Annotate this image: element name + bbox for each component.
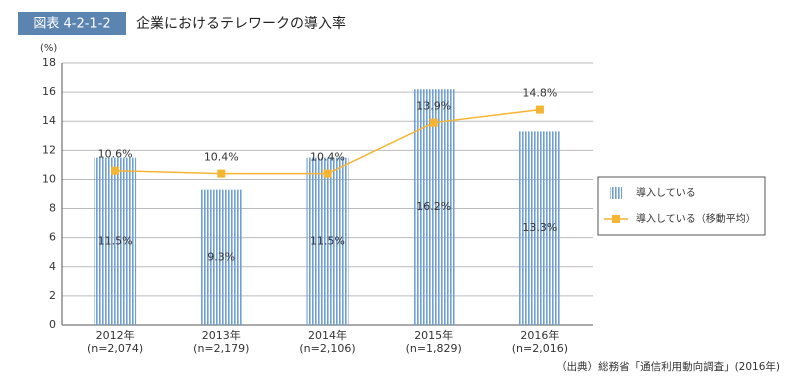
x-tick-sublabel: (n=2,074) [87, 342, 143, 355]
y-tick-label: 14 [42, 114, 56, 127]
x-tick-label: 2013年 [202, 328, 241, 342]
y-tick-label: 2 [49, 289, 56, 302]
x-tick-label: 2012年 [96, 328, 135, 342]
x-tick-sublabel: (n=2,179) [193, 342, 249, 355]
line-marker [323, 169, 332, 178]
bar-value-label: 16.2% [416, 200, 451, 213]
bar [200, 189, 243, 325]
line-value-label: 14.8% [522, 87, 557, 100]
y-unit: (%) [40, 43, 57, 54]
legend-label: 導入している [636, 186, 696, 199]
legend-swatch [610, 187, 622, 199]
legend-swatch-marker [612, 215, 620, 223]
header-label: 図表 4-2-1-2 [33, 17, 110, 32]
x-tick-label: 2015年 [414, 328, 453, 342]
source: （出典）総務省「通信利用動向調査」(2016年) [556, 360, 780, 373]
x-tick-sublabel: (n=2,016) [512, 342, 568, 355]
x-tick-label: 2016年 [520, 328, 559, 342]
bar-value-label: 11.5% [98, 234, 133, 247]
legend-box [597, 176, 766, 236]
y-tick-label: 4 [49, 260, 56, 273]
line-value-label: 10.4% [310, 151, 345, 164]
legend-label: 導入している（移動平均） [636, 212, 756, 225]
x-tick-sublabel: (n=2,106) [299, 342, 355, 355]
x-tick-label: 2014年 [308, 328, 347, 342]
y-tick-label: 10 [42, 172, 56, 185]
line-marker [429, 118, 438, 127]
y-tick-label: 0 [49, 318, 56, 331]
line-marker [535, 105, 544, 114]
x-tick-sublabel: (n=1,829) [406, 342, 462, 355]
y-tick-label: 12 [42, 143, 56, 156]
bar [412, 89, 455, 325]
y-tick-label: 8 [49, 202, 56, 215]
line-value-label: 13.9% [416, 100, 451, 113]
line-marker [111, 166, 120, 175]
y-tick-label: 16 [42, 85, 56, 98]
bar [518, 131, 561, 325]
line-value-label: 10.4% [204, 151, 239, 164]
bar [306, 157, 349, 325]
bar-value-label: 9.3% [207, 250, 235, 263]
y-tick-label: 6 [49, 231, 56, 244]
line-value-label: 10.6% [98, 148, 133, 161]
line-marker [217, 169, 226, 178]
bar-value-label: 13.3% [522, 221, 557, 234]
bar [94, 157, 137, 325]
header-badge [18, 12, 126, 35]
chart-title: 企業におけるテレワークの導入率 [136, 15, 346, 32]
y-tick-label: 18 [42, 56, 56, 69]
bar-value-label: 11.5% [310, 234, 345, 247]
